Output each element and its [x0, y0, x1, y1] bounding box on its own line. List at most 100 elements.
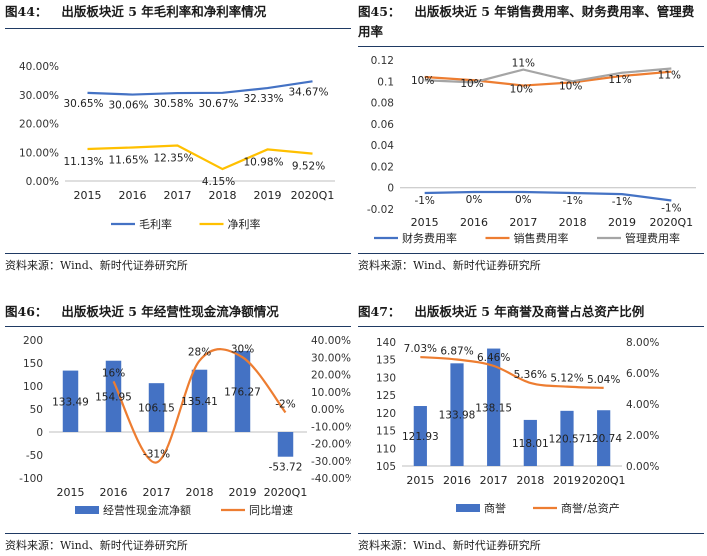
y-tick-label: 0.12	[371, 55, 394, 67]
legend-label: 商誉/总资产	[561, 501, 620, 515]
legend-label: 同比增速	[249, 503, 293, 517]
y2-tick-label: 0.00%	[626, 461, 659, 473]
series-line-1	[112, 348, 287, 464]
legend-label: 经营性现金流净额	[103, 503, 191, 517]
y2-tick-label: 20.00%	[311, 370, 351, 382]
source-note: 资料来源：Wind、新时代证券研究所	[358, 259, 541, 272]
chart-title: 图46： 出版板块近 5 年经营性现金流净额情况	[5, 304, 279, 319]
data-label: 5.36%	[514, 369, 547, 381]
x-tick-label: 2015	[74, 189, 102, 202]
legend-label: 销售费用率	[514, 231, 569, 245]
title-rule	[358, 46, 704, 47]
y-tick-label: 115	[376, 426, 396, 438]
y-tick-label: 135	[376, 355, 396, 367]
x-tick-label: 2018	[186, 486, 214, 499]
data-label: 118.01	[512, 438, 549, 450]
data-label: 5.12%	[550, 373, 583, 385]
bar	[191, 369, 208, 432]
data-label: 154.95	[95, 391, 132, 403]
bar	[105, 360, 122, 432]
data-label: 133.98	[439, 410, 476, 422]
chart-title: 图47： 出版板块近 5 年商誉及商誉占总资产比例	[358, 304, 645, 319]
bar	[413, 406, 427, 466]
data-label: 10.98%	[243, 156, 283, 168]
data-label: 5.04%	[587, 374, 620, 386]
bar	[148, 383, 165, 432]
data-label: 4.15%	[202, 176, 235, 188]
y2-tick-label: -20.00%	[311, 439, 351, 451]
x-tick-label: 2020Q1	[264, 486, 308, 499]
bar	[62, 370, 79, 432]
y2-tick-label: 0.00%	[311, 404, 344, 416]
data-label: 6.87%	[440, 346, 473, 358]
data-label: 0%	[515, 194, 532, 206]
data-label: -2%	[275, 398, 295, 410]
chart-margins: 0.00% 10.00% 20.00% 30.00% 40.00% 2015 2016 201…	[19, 61, 335, 231]
data-label: 12.35%	[153, 152, 193, 164]
y-tick-label: 0.04	[371, 140, 395, 152]
y2-tick-label: 6.00%	[626, 368, 659, 380]
legend-label: 管理费用率	[625, 231, 680, 245]
data-label: 10%	[460, 78, 483, 90]
chart-expense-ratios: -0.02 0 0.02 0.04 0.06 0.08 0.1 0.12 2015 2016 201…	[367, 55, 696, 245]
x-tick-label: 2017	[143, 486, 171, 499]
series-line-0	[424, 190, 672, 202]
chart-title: 图44： 出版板块近 5 年毛利率和净利率情况	[5, 4, 267, 19]
source-rule	[358, 533, 704, 534]
x-tick-label: 2020Q1	[650, 216, 694, 229]
series-line-1	[420, 355, 604, 389]
y-tick-label: -100	[19, 473, 43, 485]
x-tick-label: 2016	[460, 216, 488, 229]
y2-tick-label: 40.00%	[311, 335, 351, 347]
y-tick-label: 20.00%	[19, 119, 59, 131]
y-tick-label: -0.02	[367, 204, 394, 216]
data-label: 34.67%	[288, 86, 328, 98]
chart-cashflow: -100 -50 0 50 100 150 200 -40.00% -30.00% -20.00%…	[19, 335, 351, 517]
source-note: 资料来源：Wind、新时代证券研究所	[5, 259, 188, 272]
data-label: 138.15	[475, 402, 512, 414]
y-tick-label: 50	[30, 404, 43, 416]
y2-tick-label: -10.00%	[311, 421, 351, 433]
data-label: 6.46%	[477, 352, 510, 364]
data-label: 10%	[411, 75, 434, 87]
y-tick-label: 30.00%	[19, 90, 59, 102]
x-tick-label: 2017	[509, 216, 537, 229]
panel-operating-cashflow: 图46： 出版板块近 5 年经营性现金流净额情况 -100 -50 0 50 100 150…	[5, 300, 351, 556]
data-label: 10%	[559, 80, 582, 92]
panel-goodwill: 图47： 出版板块近 5 年商誉及商誉占总资产比例 105 110 115 120 125…	[358, 300, 704, 556]
series-line-2	[424, 67, 672, 84]
y2-tick-label: -30.00%	[311, 456, 351, 468]
y2-tick-label: 8.00%	[626, 337, 659, 349]
x-tick-label: 2017	[164, 189, 192, 202]
y2-tick-label: 10.00%	[311, 387, 351, 399]
bar	[487, 348, 501, 466]
data-label: 0%	[466, 194, 483, 206]
x-tick-label: 2020Q1	[582, 474, 626, 487]
data-label: -1%	[661, 202, 681, 214]
x-tick-label: 2019	[608, 216, 636, 229]
series-line-1	[87, 144, 313, 171]
data-label: -53.72	[269, 462, 303, 474]
data-label: 30%	[231, 343, 254, 355]
data-label: -1%	[414, 195, 434, 207]
bar	[560, 410, 574, 466]
data-label: 11.65%	[108, 155, 148, 167]
data-label: 176.27	[224, 386, 261, 398]
x-tick-label: 2016	[119, 189, 147, 202]
legend-swatch	[75, 506, 99, 514]
bar	[234, 350, 251, 432]
data-label: 106.15	[138, 403, 175, 415]
y-tick-label: -50	[26, 450, 43, 462]
x-tick-label: 2015	[411, 216, 439, 229]
source-note: 资料来源：Wind、新时代证券研究所	[5, 539, 188, 552]
y-tick-label: 100	[23, 381, 43, 393]
data-label: 10%	[510, 84, 533, 96]
data-label: 30.67%	[198, 98, 238, 110]
x-tick-label: 2018	[516, 474, 544, 487]
data-label: -1%	[612, 196, 632, 208]
y-tick-label: 10.00%	[19, 147, 59, 159]
legend-label: 毛利率	[139, 217, 172, 231]
data-label: 121.93	[402, 431, 439, 443]
data-label: -1%	[562, 195, 582, 207]
y-tick-label: 125	[376, 390, 396, 402]
